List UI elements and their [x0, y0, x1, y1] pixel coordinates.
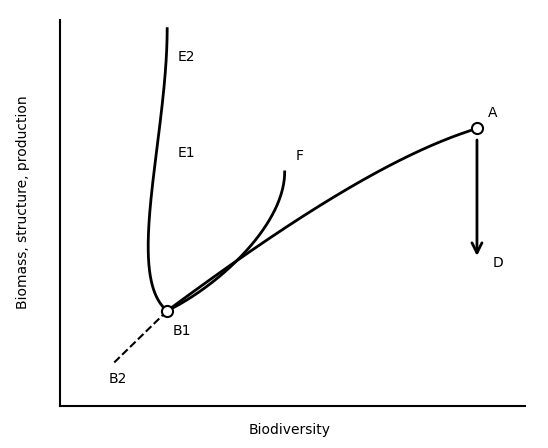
Text: Biodiversity: Biodiversity: [249, 423, 331, 437]
Text: A: A: [488, 106, 497, 120]
Text: F: F: [295, 149, 304, 163]
Text: Biomass, structure, production: Biomass, structure, production: [16, 95, 30, 309]
Text: B1: B1: [173, 324, 191, 338]
Text: E2: E2: [178, 50, 195, 65]
Text: B2: B2: [109, 371, 127, 386]
Text: E1: E1: [178, 146, 196, 160]
Text: D: D: [493, 256, 504, 270]
